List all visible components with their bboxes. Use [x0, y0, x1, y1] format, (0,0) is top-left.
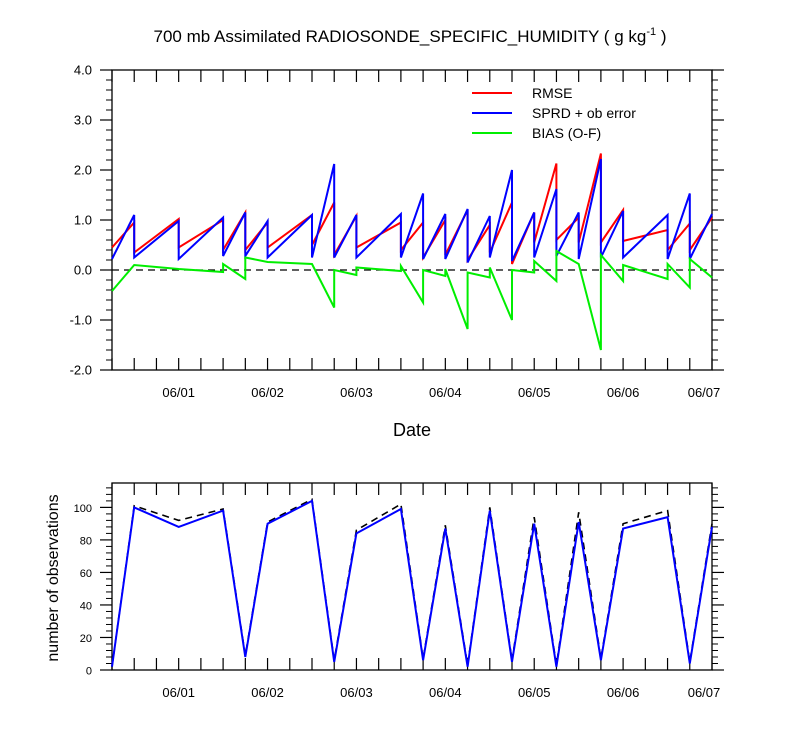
x-tick-label: 06/01 — [162, 385, 195, 400]
legend-label: SPRD + ob error — [532, 105, 636, 121]
series-line-rmse — [111, 153, 713, 265]
y-tick-label: -2.0 — [70, 363, 92, 378]
series-line-assimilated — [111, 499, 713, 667]
bottom-y-axis-label: number of observations — [45, 494, 62, 661]
x-tick-label: 06/06 — [607, 385, 640, 400]
y-tick-label: 1.0 — [74, 213, 92, 228]
x-tick-label: 06/05 — [518, 385, 551, 400]
x-tick-label: 06/02 — [251, 685, 284, 700]
y-tick-label: 20 — [80, 633, 92, 645]
plot-frame-1 — [111, 482, 713, 671]
legend-label: BIAS (O-F) — [532, 125, 601, 141]
series-line-sprd-ob-error — [111, 158, 713, 263]
bottom-chart: 06/01 06/02 06/03 06/04 06/05 06/06 06/07 0 20 40… — [74, 482, 724, 700]
y-tick-label: 3.0 — [74, 113, 92, 128]
chart-title-superscript: -1 — [646, 26, 656, 38]
y-tick-label: 40 — [80, 600, 92, 612]
x-tick-label: 06/02 — [251, 385, 284, 400]
y-tick-label: 0.0 — [74, 263, 92, 278]
y-tick-label: 0 — [86, 666, 92, 678]
y-tick-label: 80 — [80, 535, 92, 547]
x-tick-label: 06/07 — [688, 685, 721, 700]
x-tick-label: 06/03 — [340, 685, 373, 700]
legend-label: RMSE — [532, 85, 572, 101]
y-tick-label: 2.0 — [74, 163, 92, 178]
x-tick-label: 06/03 — [340, 385, 373, 400]
y-tick-label: 60 — [80, 568, 92, 580]
x-tick-label: 06/05 — [518, 685, 551, 700]
x-tick-label: 06/07 — [688, 385, 721, 400]
y-tick-label: -1.0 — [70, 313, 92, 328]
chart-title: 700 mb Assimilated RADIOSONDE_SPECIFIC_H… — [154, 26, 667, 46]
x-tick-label: 06/01 — [162, 685, 195, 700]
x-tick-label: 06/04 — [429, 385, 462, 400]
top-chart: 06/01 06/02 06/03 06/04 06/05 06/06 06/07 -2.0 -… — [70, 63, 724, 400]
y-tick-label: 100 — [74, 503, 92, 515]
y-tick-label: 4.0 — [74, 63, 92, 78]
x-tick-label: 06/04 — [429, 685, 462, 700]
x-tick-label: 06/06 — [607, 685, 640, 700]
chart-title-main: 700 mb Assimilated RADIOSONDE_SPECIFIC_H… — [154, 27, 647, 46]
top-x-axis-label: Date — [393, 420, 431, 440]
series-line-bias-o-f — [111, 249, 713, 351]
chart-title-suffix: ) — [656, 27, 666, 46]
